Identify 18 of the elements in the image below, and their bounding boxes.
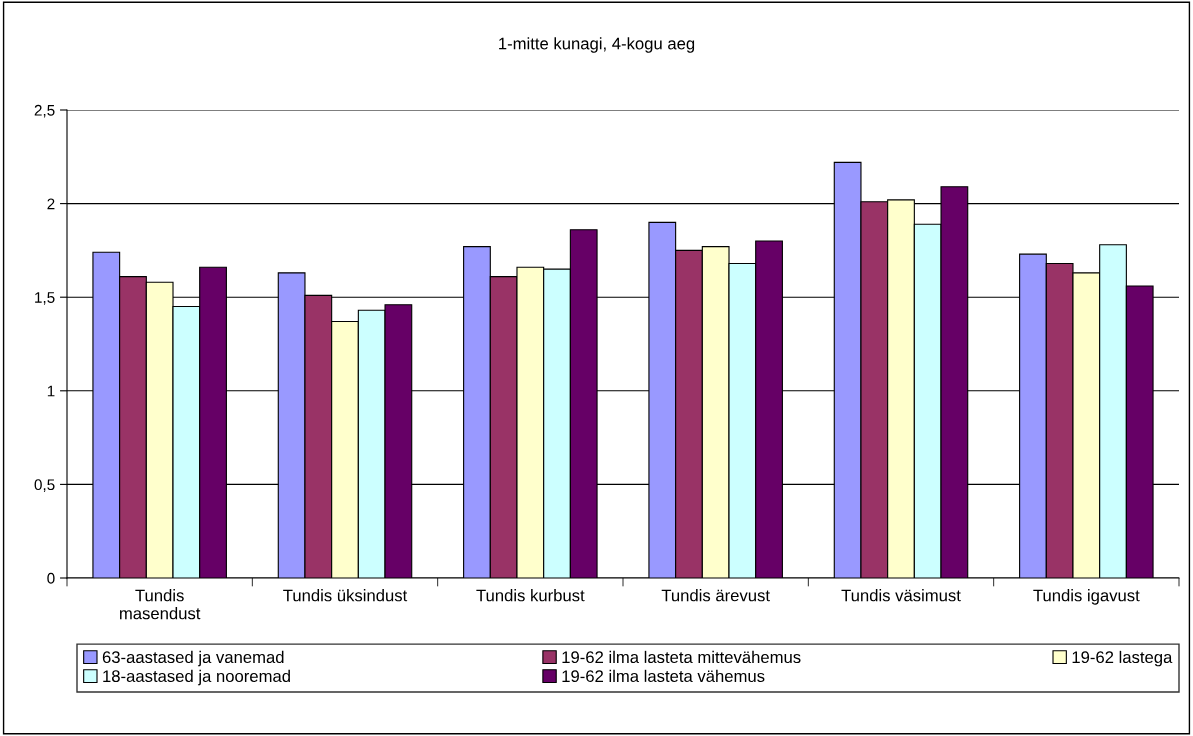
x-tick-label: Tundis kurbust	[476, 589, 585, 602]
x-tick-label: Tundis masendust	[120, 589, 201, 620]
legend-label: 19-62 ilma lasteta vähemus	[562, 669, 765, 683]
legend-label: 19-62 lastega	[1072, 650, 1173, 667]
x-tick-label: Tundis väsimust	[841, 589, 961, 602]
legend-label: 63-aastased ja vanemad	[102, 650, 284, 667]
y-tick-label: 0,5	[34, 479, 55, 492]
legend-label: 19-62 ilma lasteta mittevähemus	[562, 650, 801, 664]
x-tick-label: Tundis üksindust	[283, 589, 408, 602]
legend-label: 18-aastased ja nooremad	[103, 669, 290, 686]
y-tick-label: 2	[47, 198, 55, 210]
y-tick-label: 0	[47, 572, 55, 584]
x-tick-label: Tundis ärevust	[661, 589, 770, 602]
y-tick-label: 1,5	[35, 292, 55, 305]
y-tick-label: 1	[47, 385, 55, 397]
y-tick-label: 2,5	[34, 104, 55, 118]
x-tick-label: Tundis igavust	[1033, 589, 1140, 605]
chart-title: 1-mitte kunagi, 4-kogu aeg	[499, 37, 695, 53]
